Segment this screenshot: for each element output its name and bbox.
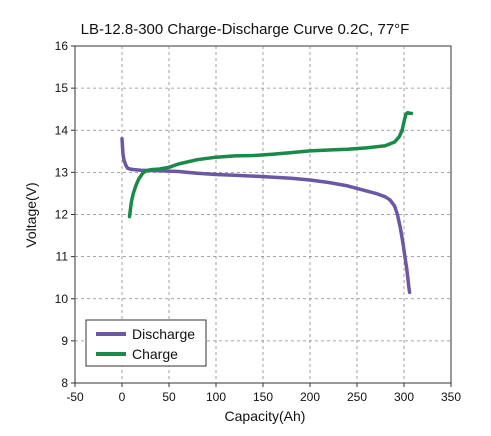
- chart-title: LB-12.8-300 Charge-Discharge Curve 0.2C,…: [81, 21, 410, 38]
- x-tick-label: 250: [347, 390, 367, 404]
- y-tick-label: 8: [61, 376, 68, 390]
- series-lines: [120, 110, 414, 295]
- y-tick-label: 11: [56, 250, 69, 264]
- x-tick-label: 0: [119, 390, 126, 404]
- y-tick-label: 16: [55, 39, 69, 53]
- grid: [75, 46, 451, 383]
- x-tick-label: 100: [206, 390, 226, 404]
- y-tick-label: 14: [55, 123, 69, 137]
- y-tick-label: 15: [55, 81, 69, 95]
- x-tick-label: 350: [441, 390, 461, 404]
- x-axis-title: Capacity(Ah): [225, 408, 306, 424]
- x-tick-label: -50: [66, 390, 84, 404]
- x-tick-label: 300: [394, 390, 414, 404]
- y-tick-label: 9: [61, 334, 68, 348]
- x-tick-label: 200: [300, 390, 320, 404]
- axis-ticks: -50 0 50 100 150 200 250 300 350 8 9 10 11 12 13 14 15 16: [55, 39, 462, 404]
- y-axis-title: Voltage(V): [23, 182, 39, 247]
- charge-line: [127, 110, 414, 219]
- legend-box: [85, 319, 207, 367]
- legend: Discharge Charge: [85, 319, 207, 367]
- y-tick-label: 12: [55, 208, 69, 222]
- x-tick-label: 150: [253, 390, 273, 404]
- y-tick-label: 10: [55, 292, 69, 306]
- legend-label-discharge: Discharge: [132, 326, 195, 342]
- legend-label-charge: Charge: [132, 346, 178, 362]
- x-tick-label: 50: [162, 390, 176, 404]
- y-tick-label: 13: [55, 165, 69, 179]
- discharge-line: [120, 136, 412, 295]
